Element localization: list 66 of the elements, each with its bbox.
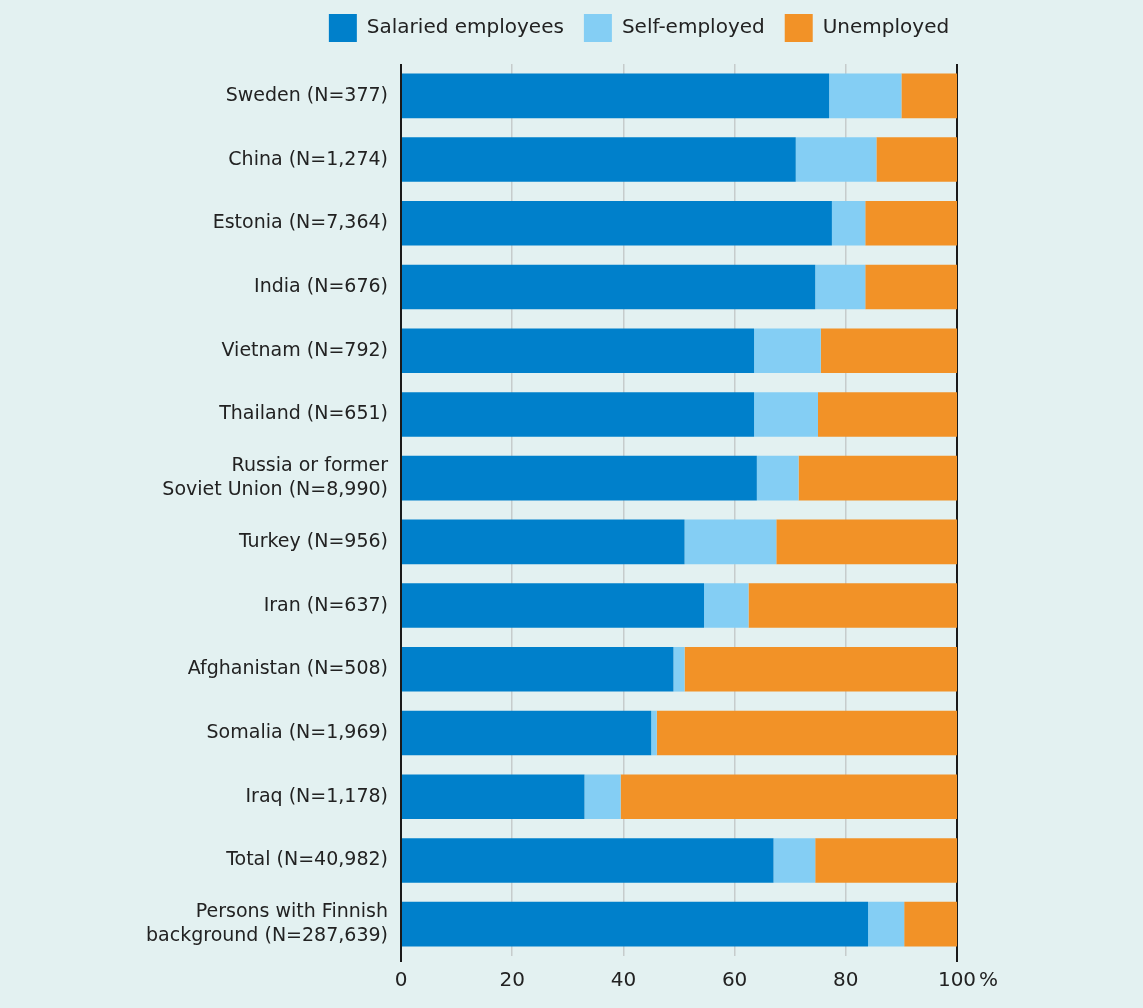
bar — [402, 73, 830, 119]
bar — [815, 838, 957, 883]
y-tick-label: India (N=676) — [254, 273, 388, 296]
y-tick-label: Russia or former Soviet Union (N=8,990) — [162, 453, 389, 499]
bar — [402, 774, 585, 820]
bar — [904, 901, 957, 947]
bar — [584, 774, 621, 820]
bar — [865, 200, 957, 246]
legend-label: Salaried employees — [366, 14, 564, 39]
x-tick-label: 40 — [610, 967, 637, 992]
legend-label: Unemployed — [822, 14, 950, 39]
bar — [402, 901, 869, 947]
bar — [620, 774, 957, 820]
bar — [818, 392, 957, 437]
bar — [402, 838, 774, 883]
bar — [798, 455, 957, 501]
bar — [656, 710, 957, 756]
y-tick-label: Iran (N=637) — [263, 592, 388, 615]
bar — [673, 646, 685, 692]
bar — [773, 838, 816, 883]
bar — [756, 455, 799, 501]
bar — [704, 583, 749, 628]
bar — [831, 200, 866, 246]
bar — [754, 328, 821, 374]
y-tick-label: Total (N=40,982) — [225, 847, 388, 870]
y-tick-label: Estonia (N=7,364) — [212, 210, 388, 233]
y-tick-label: China (N=1,274) — [228, 146, 388, 169]
y-tick-label: Iraq (N=1,178) — [245, 783, 388, 806]
bar — [868, 901, 905, 947]
x-axis-title: % — [979, 967, 999, 992]
legend-label: Self-employed — [621, 14, 765, 39]
bar — [776, 519, 957, 565]
bar — [820, 328, 957, 374]
bar — [684, 519, 777, 565]
bar — [754, 392, 818, 437]
bar — [402, 646, 674, 692]
x-tick-label: 60 — [721, 967, 748, 992]
y-tick-label: Persons with Finnish background (N=287,639) — [146, 899, 388, 945]
y-tick-label: Somalia (N=1,969) — [206, 719, 388, 742]
bar — [402, 200, 832, 246]
bar — [402, 137, 796, 182]
bar — [865, 264, 957, 310]
x-tick-label: 0 — [394, 967, 408, 992]
y-tick-label: Afghanistan (N=508) — [187, 656, 388, 679]
x-tick-label: 100 — [937, 967, 977, 992]
bar — [402, 455, 757, 501]
x-tick-label: 80 — [833, 967, 859, 992]
bar — [876, 137, 957, 182]
y-tick-label: Thailand (N=651) — [218, 401, 388, 424]
bar — [815, 264, 866, 310]
bar — [651, 710, 657, 756]
bar — [402, 519, 685, 565]
x-tick-label: 20 — [499, 967, 525, 992]
bar — [748, 583, 957, 628]
bar — [402, 328, 755, 374]
bar — [829, 73, 902, 119]
y-tick-label: Vietnam (N=792) — [221, 337, 388, 360]
bar — [684, 646, 957, 692]
y-tick-label: Sweden (N=377) — [225, 82, 388, 105]
bar — [402, 710, 652, 756]
bar — [402, 264, 816, 310]
y-tick-label: Turkey (N=956) — [237, 528, 388, 551]
bar — [901, 73, 957, 119]
bar — [402, 392, 755, 437]
bar — [795, 137, 877, 182]
bar — [402, 583, 705, 628]
